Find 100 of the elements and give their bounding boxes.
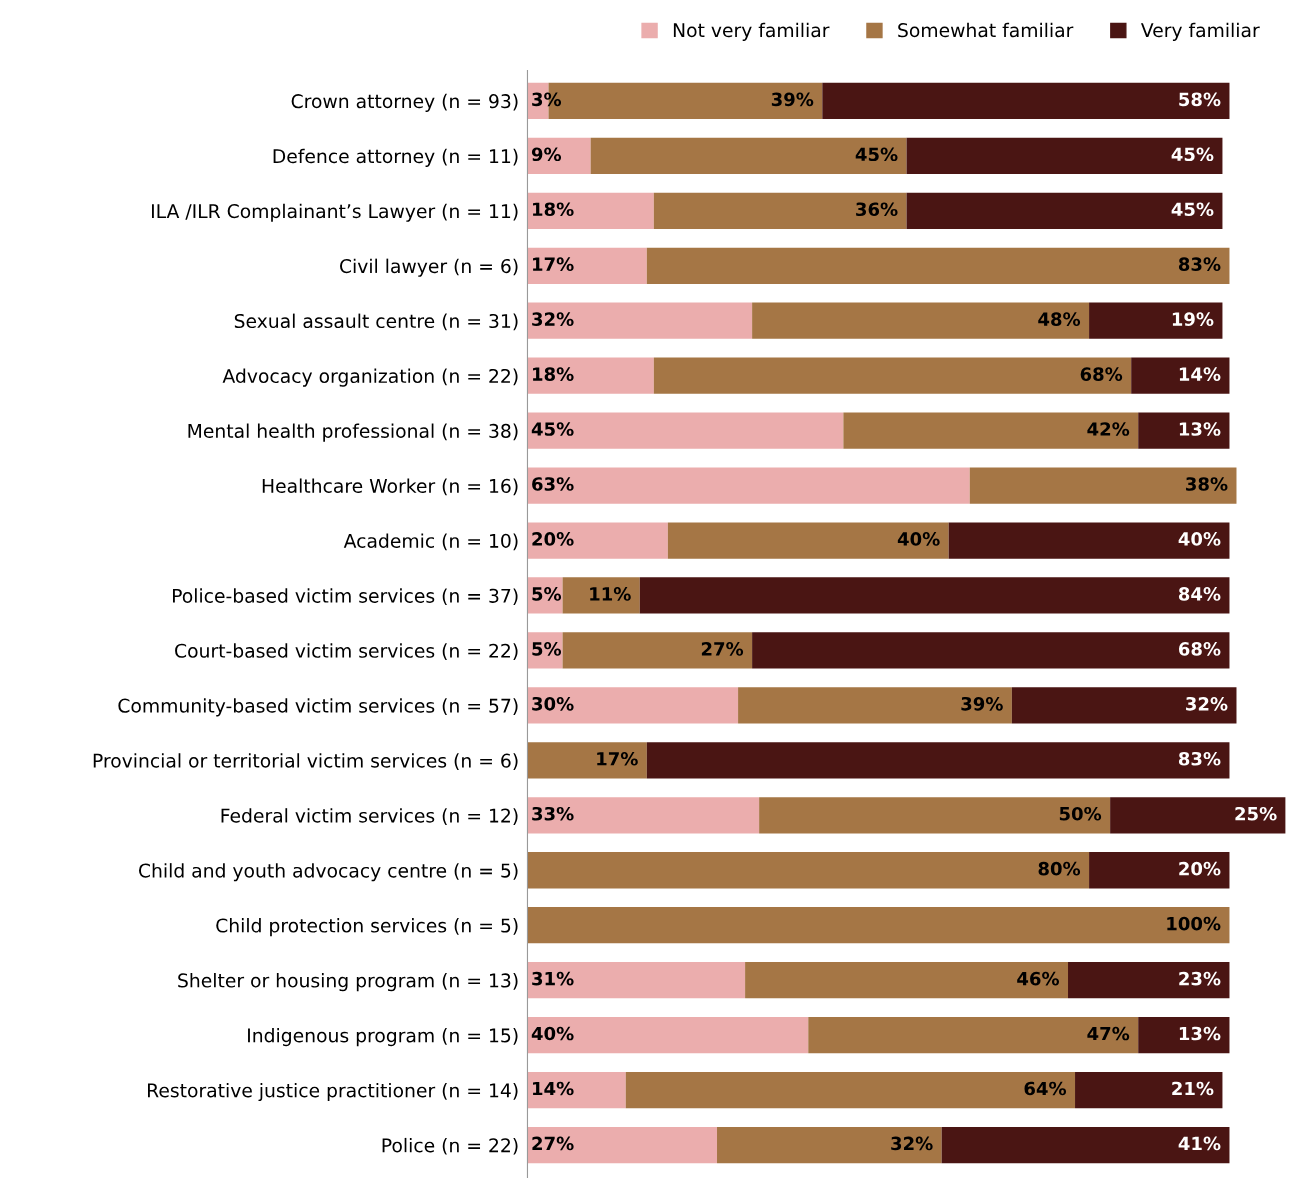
data-label: 32% [891, 1136, 933, 1151]
data-label: 30% [532, 696, 574, 711]
data-label: 50% [1059, 806, 1102, 821]
y-tick-label: Court-based victim services (n = 22) [175, 643, 518, 661]
data-label: 39% [771, 92, 814, 107]
data-label: 5% [532, 642, 562, 656]
y-tick-label: Academic (n = 10) [343, 533, 518, 551]
data-label: 46% [1017, 971, 1060, 986]
bar [1089, 852, 1230, 889]
y-tick-label: ILA /ILR Complainant’s Lawyer (n = 11) [152, 203, 518, 222]
y-tick-label: Provincial or territorial victim services (n = 6) [93, 753, 518, 770]
data-label: 20% [1179, 861, 1221, 876]
data-label: 18% [533, 202, 574, 217]
data-label: 27% [701, 642, 744, 656]
y-tick-label: Shelter or housing program (n = 13) [178, 973, 518, 992]
data-label: 45% [1171, 147, 1214, 162]
data-label: 27% [532, 1136, 574, 1151]
data-label: 83% [1178, 751, 1221, 766]
data-label: 42% [1087, 422, 1130, 436]
bar [1068, 962, 1230, 999]
data-label: 13% [1179, 1026, 1221, 1041]
y-tick-label: Child protection services (n = 5) [216, 918, 518, 937]
bar [1011, 687, 1237, 724]
data-label: 100% [1167, 916, 1221, 931]
y-tick-label: Restorative justice practitioner (n = 14) [148, 1082, 518, 1102]
data-label: 32% [1186, 696, 1228, 711]
data-label: 14% [533, 1081, 574, 1096]
data-label: 47% [1087, 1026, 1130, 1041]
data-label: 38% [1186, 477, 1228, 491]
data-label: 14% [1179, 367, 1221, 381]
data-label: 32% [532, 312, 574, 326]
data-label: 63% [532, 477, 574, 491]
bar [646, 742, 1230, 779]
data-label: 45% [1171, 202, 1214, 217]
data-label: 25% [1235, 806, 1277, 821]
data-label: 80% [1038, 861, 1081, 876]
data-label: 21% [1172, 1081, 1214, 1096]
data-label: 68% [1178, 642, 1221, 656]
bar [527, 797, 760, 834]
bar [906, 137, 1223, 174]
bar [1110, 797, 1286, 834]
bar [527, 192, 654, 229]
bar [562, 632, 753, 669]
y-tick-label: Crown attorney (n = 93) [291, 93, 518, 112]
y-tick-label: Civil lawyer (n = 6) [340, 258, 518, 277]
bar [759, 797, 1111, 834]
data-label: 45% [855, 147, 898, 162]
bar [527, 962, 746, 999]
bar [752, 632, 1230, 669]
y-tick-label: Healthcare Worker (n = 16) [262, 478, 518, 496]
bar [527, 522, 668, 559]
data-label: 18% [533, 367, 574, 381]
bar [527, 412, 844, 449]
bar [822, 82, 1230, 120]
bar [527, 302, 753, 339]
data-label: 58% [1179, 92, 1221, 107]
bar [969, 467, 1237, 504]
y-tick-label: Police (n = 22) [382, 1137, 518, 1155]
data-label: 31% [532, 971, 574, 986]
y-tick-label: Indigenous program (n = 15) [248, 1028, 518, 1047]
bar [1131, 357, 1230, 394]
y-tick-label: Sexual assault centre (n = 31) [234, 313, 518, 331]
data-label: 19% [1172, 312, 1214, 326]
data-label: 84% [1178, 587, 1221, 601]
data-label: 39% [961, 696, 1003, 711]
bar [653, 192, 907, 229]
data-label: 68% [1080, 367, 1123, 381]
data-label: 20% [532, 532, 574, 546]
data-label: 36% [856, 202, 898, 217]
bar [646, 247, 1230, 284]
bar [562, 577, 640, 614]
bar [527, 907, 1230, 944]
data-label: 9% [531, 147, 562, 162]
bar [527, 247, 647, 284]
bar [941, 1126, 1230, 1164]
data-label: 17% [597, 751, 638, 766]
bar [527, 1071, 626, 1109]
legend-label: Very familiar [1140, 22, 1260, 41]
bar [527, 742, 647, 779]
bar [1138, 412, 1230, 449]
legend-label: Not very familiar [673, 22, 830, 41]
data-label: 45% [531, 422, 574, 436]
data-label: 3% [532, 92, 562, 107]
bar [527, 852, 1090, 889]
bar [1138, 1016, 1230, 1054]
legend-label: Somewhat familiar [898, 22, 1074, 38]
data-label: 40% [1178, 532, 1221, 546]
data-label: 23% [1179, 971, 1221, 986]
bar [527, 687, 739, 724]
data-label: 83% [1178, 257, 1221, 272]
data-label: 11% [590, 587, 631, 601]
data-label: 13% [1179, 422, 1221, 436]
bar [639, 577, 1230, 614]
y-tick-label: Mental health professional (n = 38) [188, 423, 518, 442]
y-tick-label: Defence attorney (n = 11) [273, 148, 518, 167]
data-label: 40% [531, 1026, 574, 1041]
y-tick-label: Advocacy organization (n = 22) [222, 368, 518, 387]
bar [738, 687, 1012, 724]
data-label: 41% [1178, 1136, 1221, 1151]
y-tick-label: Federal victim services (n = 12) [221, 808, 518, 825]
